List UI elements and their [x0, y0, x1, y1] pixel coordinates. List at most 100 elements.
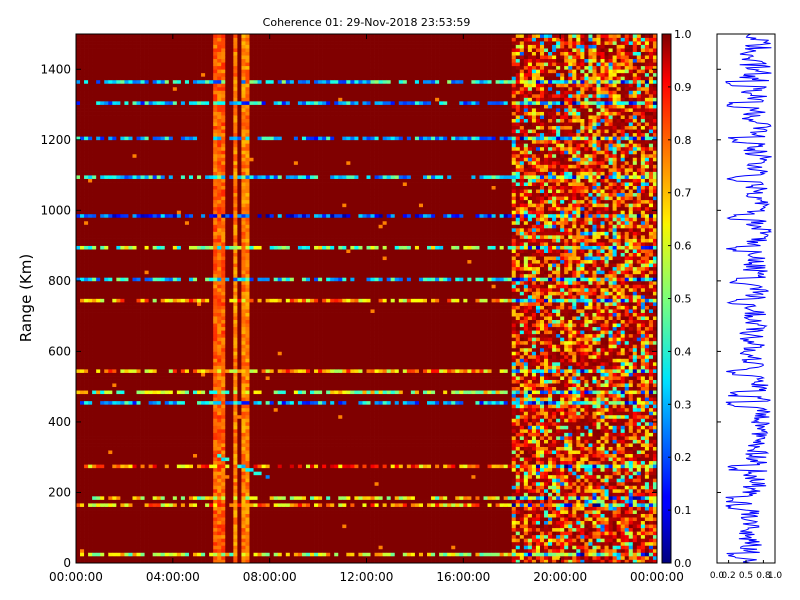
- heatmap-cell: [165, 492, 169, 496]
- heatmap-cell: [149, 489, 153, 493]
- heatmap-cell: [88, 115, 92, 119]
- heatmap-cell: [205, 126, 209, 130]
- heatmap-cell: [112, 94, 116, 98]
- heatmap-cell: [165, 168, 169, 172]
- heatmap-cell: [153, 415, 157, 419]
- heatmap-cell: [181, 503, 185, 507]
- heatmap-cell: [132, 450, 136, 454]
- heatmap-cell: [137, 390, 141, 394]
- heatmap-cell: [120, 464, 124, 468]
- heatmap-cell: [112, 186, 116, 190]
- heatmap-cell: [145, 500, 149, 504]
- heatmap-cell: [181, 334, 185, 338]
- heatmap-cell: [108, 52, 112, 56]
- heatmap-cell: [189, 380, 193, 384]
- heatmap-cell: [173, 94, 177, 98]
- heatmap-cell: [141, 179, 145, 183]
- heatmap-cell: [145, 521, 149, 525]
- heatmap-cell: [205, 221, 209, 225]
- heatmap-cell: [165, 351, 169, 355]
- heatmap-cell: [104, 217, 108, 221]
- heatmap-cell: [185, 270, 189, 274]
- heatmap-cell: [161, 503, 165, 507]
- heatmap-cell: [88, 179, 92, 183]
- heatmap-cell: [141, 172, 145, 176]
- heatmap-cell: [145, 133, 149, 137]
- heatmap-cell: [197, 157, 201, 161]
- heatmap-cell: [104, 461, 108, 465]
- heatmap-cell: [80, 299, 84, 303]
- heatmap-cell: [165, 306, 169, 310]
- heatmap-cell: [104, 256, 108, 260]
- heatmap-cell: [185, 366, 189, 370]
- heatmap-cell: [120, 373, 124, 377]
- heatmap-cell: [205, 182, 209, 186]
- heatmap-cell: [185, 140, 189, 144]
- heatmap-cell: [169, 418, 173, 422]
- heatmap-cell: [128, 200, 132, 204]
- heatmap-cell: [205, 55, 209, 59]
- heatmap-cell: [141, 538, 145, 542]
- heatmap-cell: [169, 126, 173, 130]
- heatmap-cell: [197, 295, 201, 299]
- heatmap-cell: [205, 521, 209, 525]
- heatmap-cell: [209, 401, 213, 405]
- heatmap-cell: [177, 482, 181, 486]
- heatmap-cell: [149, 376, 153, 380]
- heatmap-cell: [76, 538, 80, 542]
- heatmap-cell: [177, 133, 181, 137]
- heatmap-cell: [161, 249, 165, 253]
- heatmap-cell: [108, 323, 112, 327]
- heatmap-cell: [153, 528, 157, 532]
- heatmap-cell: [76, 143, 80, 147]
- heatmap-cell: [137, 228, 141, 232]
- heatmap-cell: [92, 62, 96, 66]
- heatmap-cell: [116, 306, 120, 310]
- heatmap-cell: [132, 143, 136, 147]
- heatmap-cell: [120, 489, 124, 493]
- heatmap-cell: [145, 302, 149, 306]
- heatmap-cell: [116, 464, 120, 468]
- heatmap-cell: [88, 425, 92, 429]
- heatmap-cell: [177, 97, 181, 101]
- heatmap-cell: [108, 164, 112, 168]
- heatmap-cell: [189, 228, 193, 232]
- heatmap-cell: [112, 157, 116, 161]
- heatmap-cell: [92, 101, 96, 105]
- heatmap-cell: [141, 404, 145, 408]
- heatmap-cell: [169, 485, 173, 489]
- heatmap-cell: [177, 284, 181, 288]
- heatmap-cell: [88, 531, 92, 535]
- heatmap-cell: [205, 108, 209, 112]
- heatmap-cell: [80, 482, 84, 486]
- heatmap-cell: [88, 524, 92, 528]
- heatmap-cell: [169, 112, 173, 116]
- heatmap-cell: [141, 373, 145, 377]
- heatmap-cell: [84, 344, 88, 348]
- heatmap-cell: [177, 528, 181, 532]
- heatmap-cell: [84, 542, 88, 546]
- heatmap-cell: [193, 260, 197, 264]
- heatmap-cell: [84, 510, 88, 514]
- heatmap-cell: [145, 277, 149, 281]
- heatmap-cell: [161, 552, 165, 556]
- heatmap-cell: [149, 397, 153, 401]
- heatmap-cell: [149, 351, 153, 355]
- heatmap-cell: [141, 210, 145, 214]
- heatmap-cell: [205, 524, 209, 528]
- heatmap-cell: [84, 351, 88, 355]
- heatmap-cell: [104, 507, 108, 511]
- heatmap-cell: [96, 182, 100, 186]
- heatmap-cell: [96, 140, 100, 144]
- heatmap-cell: [197, 320, 201, 324]
- heatmap-cell: [128, 136, 132, 140]
- heatmap-cell: [128, 454, 132, 458]
- heatmap-cell: [193, 366, 197, 370]
- heatmap-cell: [201, 306, 205, 310]
- heatmap-cell: [120, 147, 124, 151]
- heatmap-cell: [161, 147, 165, 151]
- heatmap-cell: [100, 408, 104, 412]
- heatmap-cell: [88, 313, 92, 317]
- heatmap-cell: [100, 362, 104, 366]
- heatmap-cell: [145, 348, 149, 352]
